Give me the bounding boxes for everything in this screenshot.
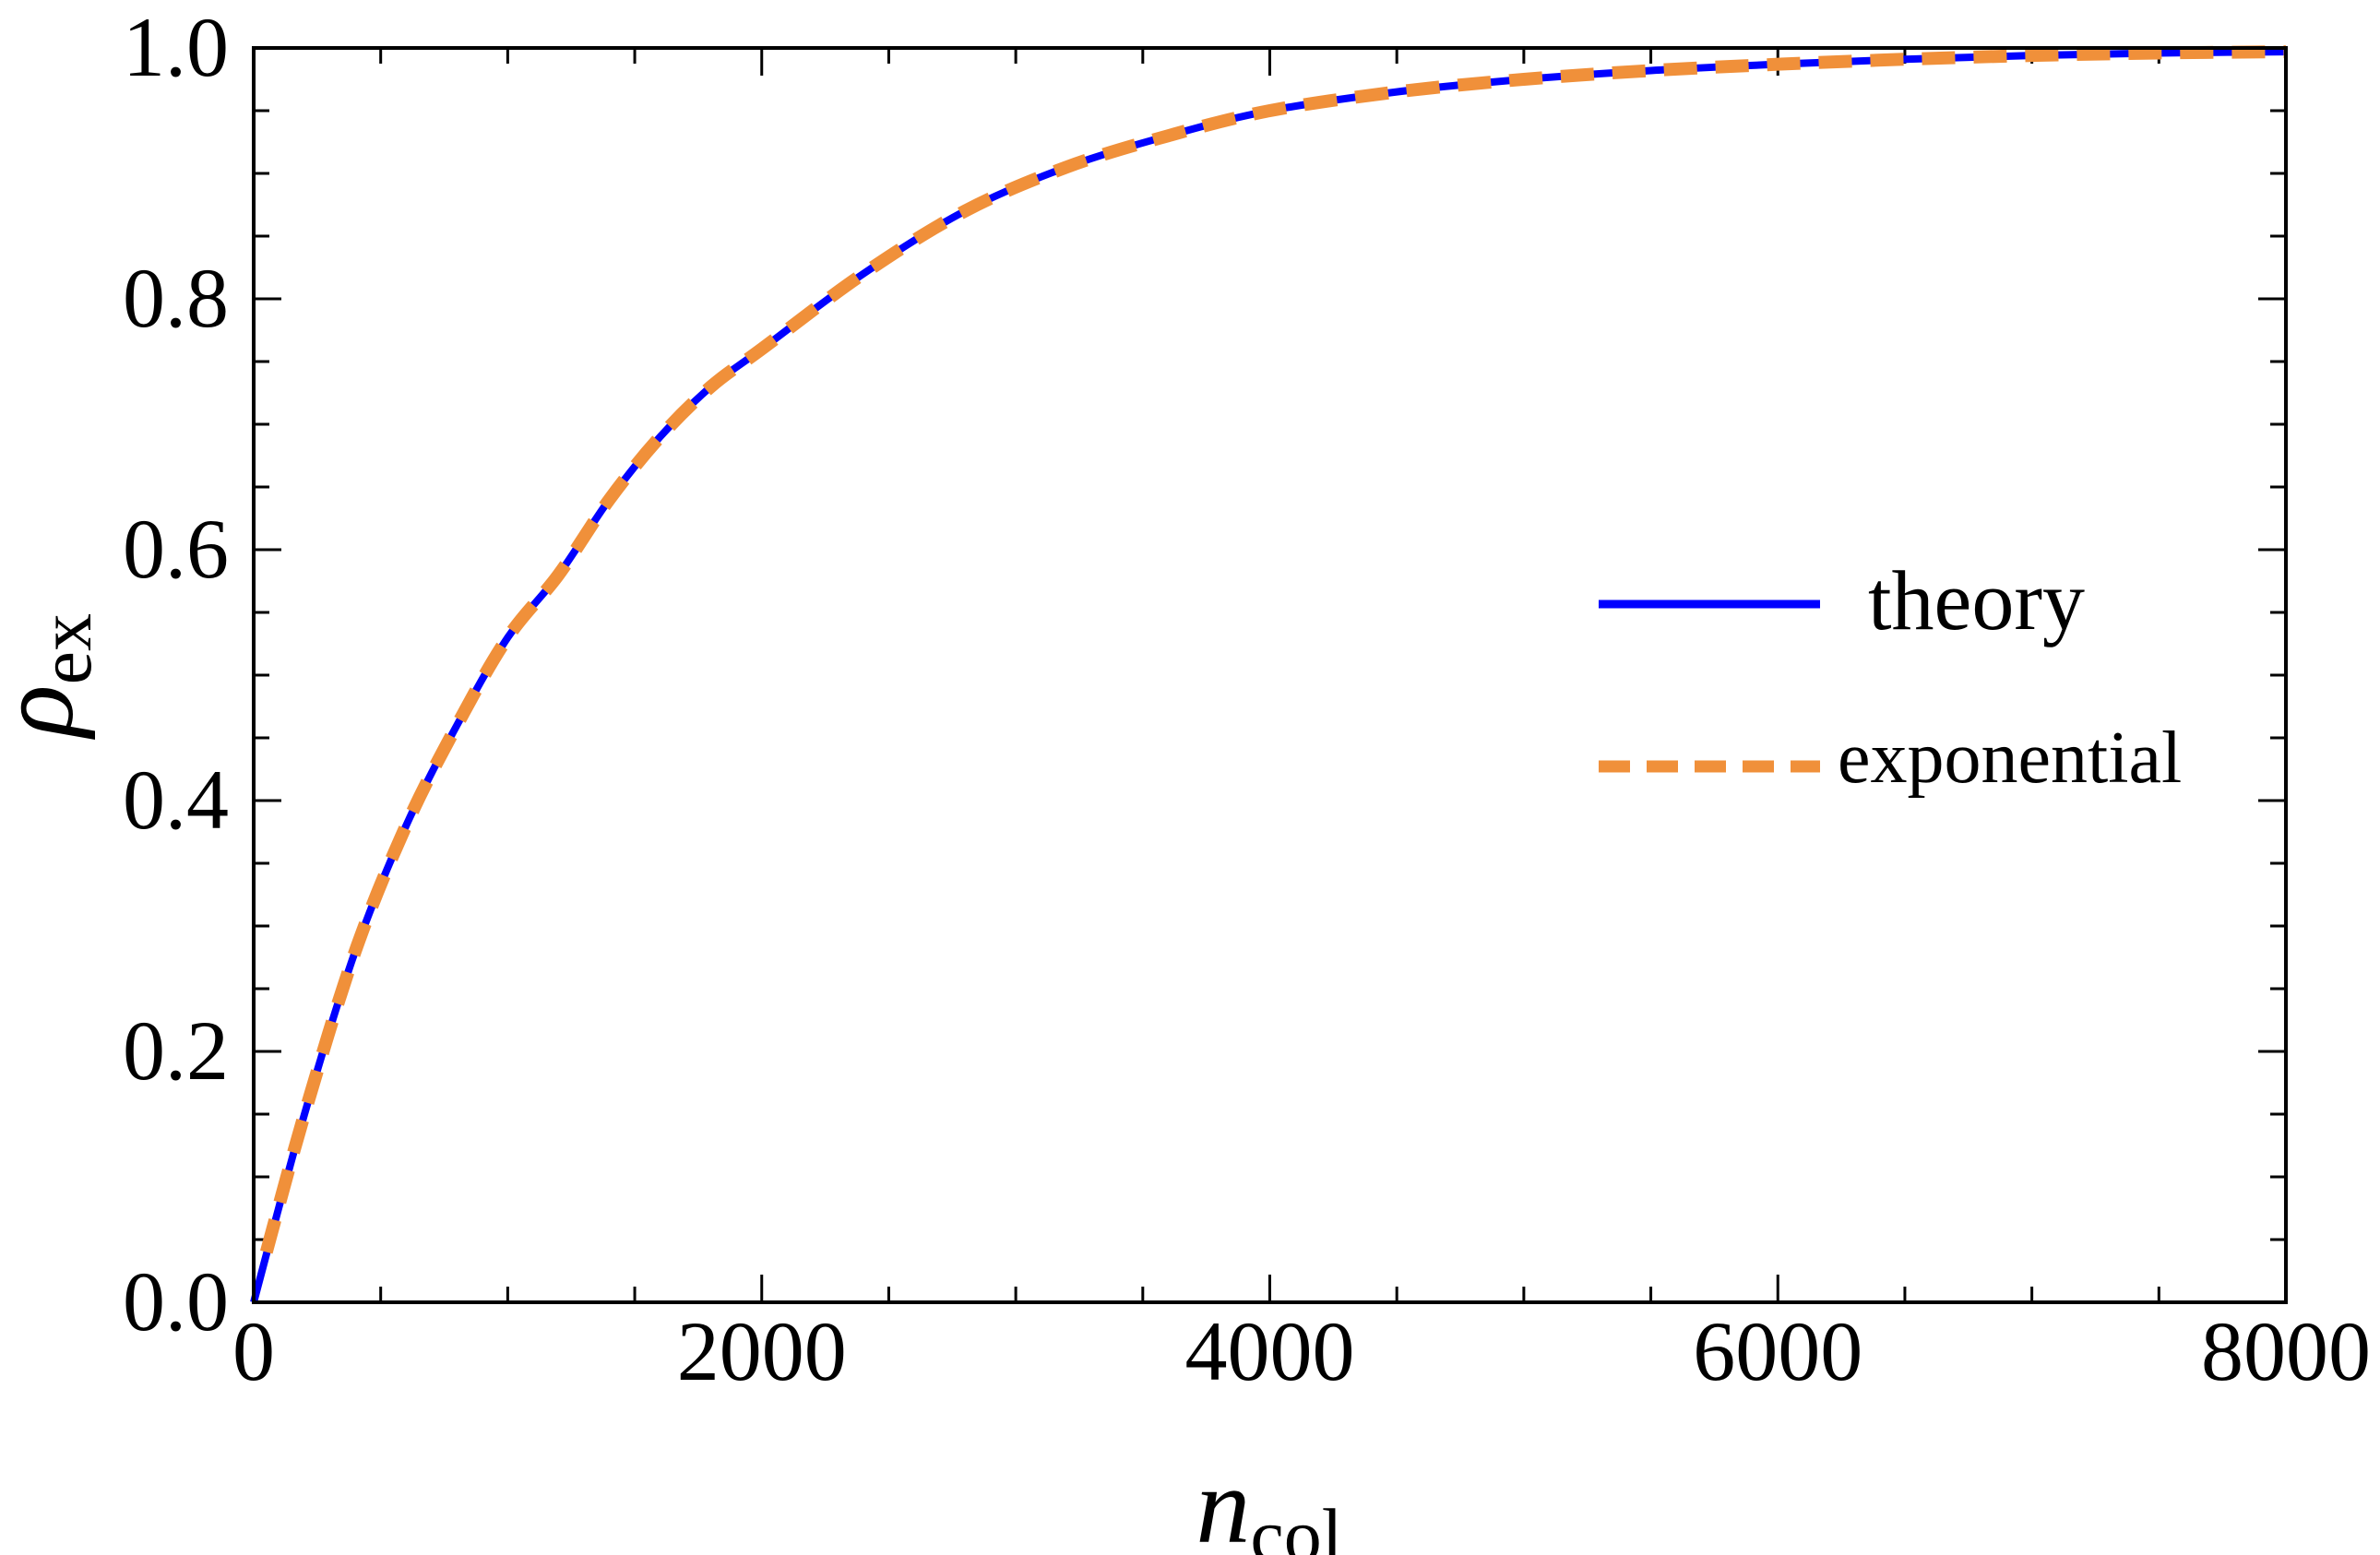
y-axis-label-sub: ex <box>23 613 107 684</box>
x-tick-label: 2000 <box>677 1304 847 1398</box>
legend-theory-label: theory <box>1868 553 2085 647</box>
major-ticks <box>252 46 2288 1304</box>
x-axis-label-sub: col <box>1250 1493 1342 1555</box>
plot-frame <box>252 46 2288 1304</box>
x-tick-label: 4000 <box>1185 1304 1355 1398</box>
y-tick-label: 0.8 <box>123 251 229 345</box>
legend: theory exponential <box>1599 553 2182 799</box>
y-tick-label: 1.0 <box>123 0 229 94</box>
x-axis-label: ncol <box>1196 1445 1342 1555</box>
y-axis-label-main: ρ <box>0 684 96 740</box>
series-exponential-line <box>260 45 2287 1254</box>
y-tick-label: 0.2 <box>123 1003 229 1098</box>
minor-ticks <box>254 48 2286 1302</box>
x-tick-label: 0 <box>232 1304 275 1398</box>
y-axis-label: ρex <box>0 613 107 740</box>
x-tick-label: 8000 <box>2201 1304 2371 1398</box>
x-axis-label-main: n <box>1196 1445 1250 1555</box>
x-tick-label: 6000 <box>1693 1304 1862 1398</box>
series-layer <box>250 45 2287 1304</box>
y-tick-label: 0.6 <box>123 502 229 596</box>
tick-labels: 0 2000 4000 6000 8000 0.0 0.2 0.4 0.6 0.8 1.0 <box>123 0 2371 1398</box>
y-tick-label: 0.4 <box>123 753 229 847</box>
series-theory-line <box>250 48 2287 1304</box>
legend-exponential-label: exponential <box>1838 718 2182 799</box>
y-tick-label: 0.0 <box>123 1254 229 1348</box>
